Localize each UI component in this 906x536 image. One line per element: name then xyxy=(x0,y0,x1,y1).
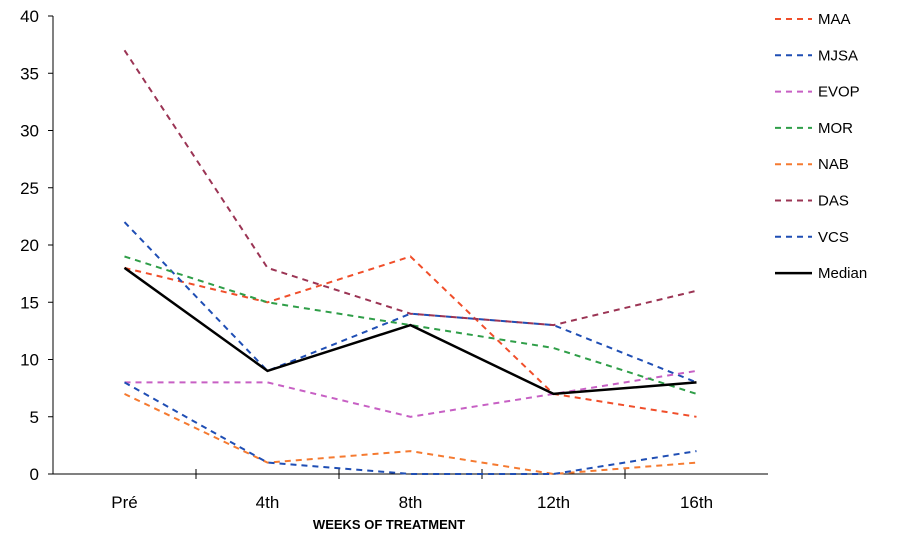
legend-label: MJSA xyxy=(818,47,858,64)
y-tick-label: 25 xyxy=(20,179,39,198)
y-tick-label: 30 xyxy=(20,122,39,141)
series-line-vcs xyxy=(124,381,697,475)
series-line-maa xyxy=(124,255,697,418)
legend-label: MOR xyxy=(818,120,853,137)
x-axis-label: WEEKS OF TREATMENT xyxy=(313,517,465,532)
legend-label: VCS xyxy=(818,229,849,246)
legend-label: NAB xyxy=(818,156,849,173)
x-ticks: Pré 4th 8th 12th 16th xyxy=(111,469,713,512)
y-tick-label: 0 xyxy=(30,465,39,484)
x-tick-label: Pré xyxy=(111,493,137,512)
y-ticks: 0 5 10 15 20 25 30 35 40 xyxy=(20,7,53,484)
legend: MAA MJSA EVOP MOR NAB DAS VCS Median xyxy=(775,11,867,282)
x-tick-label: 16th xyxy=(680,493,713,512)
series-line-das xyxy=(123,49,697,327)
series-line-mjsa xyxy=(123,221,697,384)
y-tick-label: 40 xyxy=(20,7,39,26)
legend-label: MAA xyxy=(818,11,851,28)
legend-label: Median xyxy=(818,265,867,282)
y-tick-label: 10 xyxy=(20,351,39,370)
series-line-evop xyxy=(124,369,697,418)
series-line-mor xyxy=(124,255,697,395)
y-tick-label: 20 xyxy=(20,236,39,255)
y-tick-label: 15 xyxy=(20,293,39,312)
legend-label: DAS xyxy=(818,193,849,210)
series-layer xyxy=(123,49,697,476)
legend-label: EVOP xyxy=(818,84,860,101)
axes xyxy=(52,16,768,475)
series-line-nab xyxy=(124,392,697,476)
x-tick-label: 8th xyxy=(399,493,423,512)
x-tick-label: 12th xyxy=(537,493,570,512)
x-tick-label: 4th xyxy=(256,493,280,512)
series-line-median xyxy=(123,266,697,396)
y-tick-label: 5 xyxy=(30,408,39,427)
y-tick-label: 35 xyxy=(20,64,39,83)
